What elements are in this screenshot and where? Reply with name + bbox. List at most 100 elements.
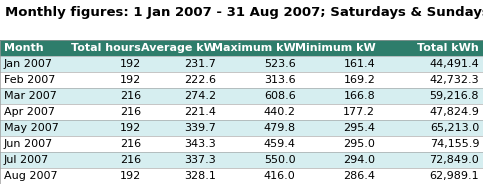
Text: Jul 2007: Jul 2007: [4, 155, 49, 165]
Text: Jan 2007: Jan 2007: [4, 59, 53, 69]
Text: Monthly figures: 1 Jan 2007 - 31 Aug 2007; Saturdays & Sundays only: Monthly figures: 1 Jan 2007 - 31 Aug 200…: [5, 6, 483, 19]
Bar: [220, 168, 299, 184]
Text: 192: 192: [120, 171, 141, 181]
Text: 295.0: 295.0: [343, 139, 375, 149]
Bar: [220, 88, 299, 104]
Bar: [0, 120, 70, 136]
Bar: [379, 56, 483, 72]
Bar: [70, 56, 145, 72]
Bar: [0, 88, 70, 104]
Text: 286.4: 286.4: [343, 171, 375, 181]
Bar: [0, 40, 70, 56]
Text: 161.4: 161.4: [343, 59, 375, 69]
Text: Month: Month: [4, 43, 43, 54]
Bar: [0, 152, 70, 168]
Text: Apr 2007: Apr 2007: [4, 107, 55, 117]
Text: 440.2: 440.2: [264, 107, 296, 117]
Text: 294.0: 294.0: [343, 155, 375, 165]
Text: 192: 192: [120, 75, 141, 85]
Bar: [379, 168, 483, 184]
Bar: [220, 40, 299, 56]
Text: 216: 216: [120, 91, 141, 101]
Bar: [379, 152, 483, 168]
Bar: [299, 152, 379, 168]
Text: 216: 216: [120, 139, 141, 149]
Bar: [299, 56, 379, 72]
Text: 343.3: 343.3: [184, 139, 216, 149]
Text: 339.7: 339.7: [184, 123, 216, 133]
Text: 337.3: 337.3: [184, 155, 216, 165]
Bar: [220, 72, 299, 88]
Bar: [0, 40, 483, 184]
Bar: [70, 136, 145, 152]
Text: 221.4: 221.4: [184, 107, 216, 117]
Text: 166.8: 166.8: [343, 91, 375, 101]
Text: 42,732.3: 42,732.3: [429, 75, 479, 85]
Text: 74,155.9: 74,155.9: [430, 139, 479, 149]
Bar: [0, 136, 70, 152]
Bar: [379, 104, 483, 120]
Bar: [299, 88, 379, 104]
Bar: [145, 168, 220, 184]
Bar: [220, 120, 299, 136]
Text: 47,824.9: 47,824.9: [429, 107, 479, 117]
Bar: [220, 104, 299, 120]
Text: 416.0: 416.0: [264, 171, 296, 181]
Bar: [145, 56, 220, 72]
Text: Minimum kW: Minimum kW: [295, 43, 375, 54]
Text: 295.4: 295.4: [343, 123, 375, 133]
Bar: [299, 72, 379, 88]
Bar: [145, 104, 220, 120]
Text: May 2007: May 2007: [4, 123, 59, 133]
Text: 65,213.0: 65,213.0: [430, 123, 479, 133]
Bar: [70, 104, 145, 120]
Bar: [299, 104, 379, 120]
Text: 328.1: 328.1: [184, 171, 216, 181]
Text: 479.8: 479.8: [263, 123, 296, 133]
Text: 222.6: 222.6: [184, 75, 216, 85]
Bar: [70, 88, 145, 104]
Text: 192: 192: [120, 59, 141, 69]
Bar: [70, 168, 145, 184]
Text: Total hours: Total hours: [71, 43, 141, 54]
Text: 231.7: 231.7: [184, 59, 216, 69]
Text: 72,849.0: 72,849.0: [429, 155, 479, 165]
Bar: [299, 168, 379, 184]
Bar: [379, 72, 483, 88]
Text: 608.6: 608.6: [264, 91, 296, 101]
Bar: [70, 120, 145, 136]
Text: Feb 2007: Feb 2007: [4, 75, 55, 85]
Text: Aug 2007: Aug 2007: [4, 171, 57, 181]
Text: Maximum kW: Maximum kW: [212, 43, 296, 54]
Bar: [299, 136, 379, 152]
Bar: [220, 136, 299, 152]
Bar: [0, 104, 70, 120]
Bar: [0, 56, 70, 72]
Text: 169.2: 169.2: [343, 75, 375, 85]
Bar: [70, 152, 145, 168]
Bar: [220, 56, 299, 72]
Text: 216: 216: [120, 155, 141, 165]
Text: Mar 2007: Mar 2007: [4, 91, 57, 101]
Bar: [379, 120, 483, 136]
Text: Average kW: Average kW: [141, 43, 216, 54]
Text: 177.2: 177.2: [343, 107, 375, 117]
Text: 313.6: 313.6: [264, 75, 296, 85]
Text: 59,216.8: 59,216.8: [430, 91, 479, 101]
Text: 44,491.4: 44,491.4: [429, 59, 479, 69]
Bar: [299, 40, 379, 56]
Bar: [0, 72, 70, 88]
Text: 274.2: 274.2: [184, 91, 216, 101]
Bar: [70, 40, 145, 56]
Bar: [145, 88, 220, 104]
Bar: [379, 88, 483, 104]
Bar: [0, 168, 70, 184]
Text: 523.6: 523.6: [264, 59, 296, 69]
Bar: [70, 72, 145, 88]
Text: Jun 2007: Jun 2007: [4, 139, 53, 149]
Bar: [145, 152, 220, 168]
Text: 216: 216: [120, 107, 141, 117]
Text: 62,989.1: 62,989.1: [429, 171, 479, 181]
Bar: [220, 152, 299, 168]
Bar: [379, 136, 483, 152]
